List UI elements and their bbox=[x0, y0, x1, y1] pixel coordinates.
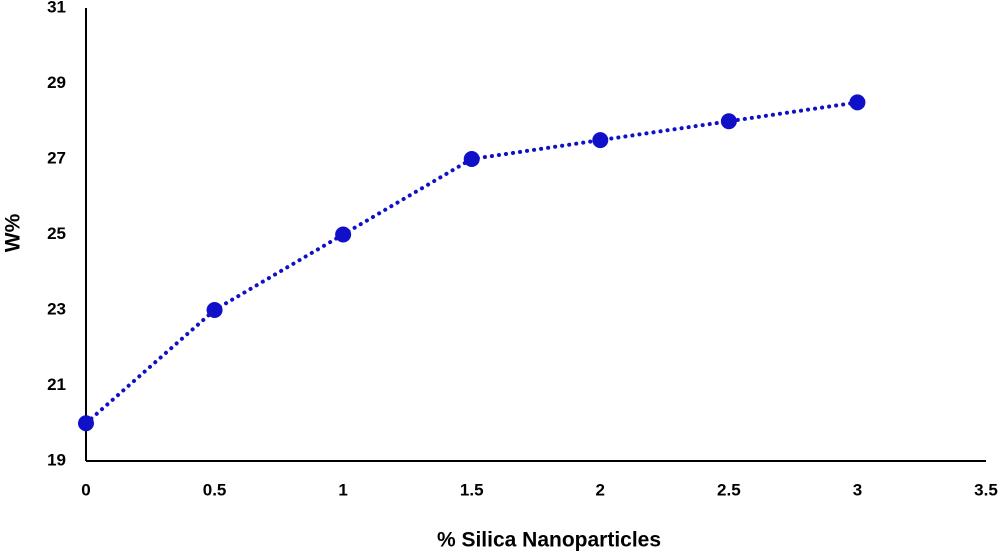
data-point bbox=[335, 226, 352, 243]
x-tick-label: 0 bbox=[81, 480, 90, 499]
data-point bbox=[592, 132, 609, 149]
x-tick-label: 3 bbox=[853, 480, 862, 499]
x-axis-title: % Silica Nanoparticles bbox=[437, 529, 661, 552]
data-line bbox=[84, 100, 860, 426]
y-tick-label: 29 bbox=[47, 73, 66, 92]
data-point bbox=[206, 302, 223, 318]
y-axis-title: W% bbox=[2, 213, 25, 252]
x-tick-label: 2 bbox=[596, 480, 605, 499]
x-tick-label: 3.5 bbox=[974, 480, 998, 499]
y-tick-label: 21 bbox=[47, 375, 66, 394]
data-point bbox=[720, 113, 737, 130]
x-tick-label: 0.5 bbox=[203, 480, 227, 499]
y-tick-label: 19 bbox=[47, 450, 66, 469]
y-tick-label: 31 bbox=[47, 0, 66, 16]
y-tick-label: 27 bbox=[47, 148, 66, 167]
data-point bbox=[78, 415, 94, 432]
x-tick-label: 1 bbox=[338, 480, 347, 499]
y-tick-label: 25 bbox=[47, 224, 66, 243]
x-tick-label: 1.5 bbox=[460, 480, 484, 499]
x-tick-label: 2.5 bbox=[717, 480, 741, 499]
y-tick-label: 23 bbox=[47, 299, 66, 318]
data-point bbox=[849, 94, 866, 111]
data-point bbox=[463, 151, 480, 167]
